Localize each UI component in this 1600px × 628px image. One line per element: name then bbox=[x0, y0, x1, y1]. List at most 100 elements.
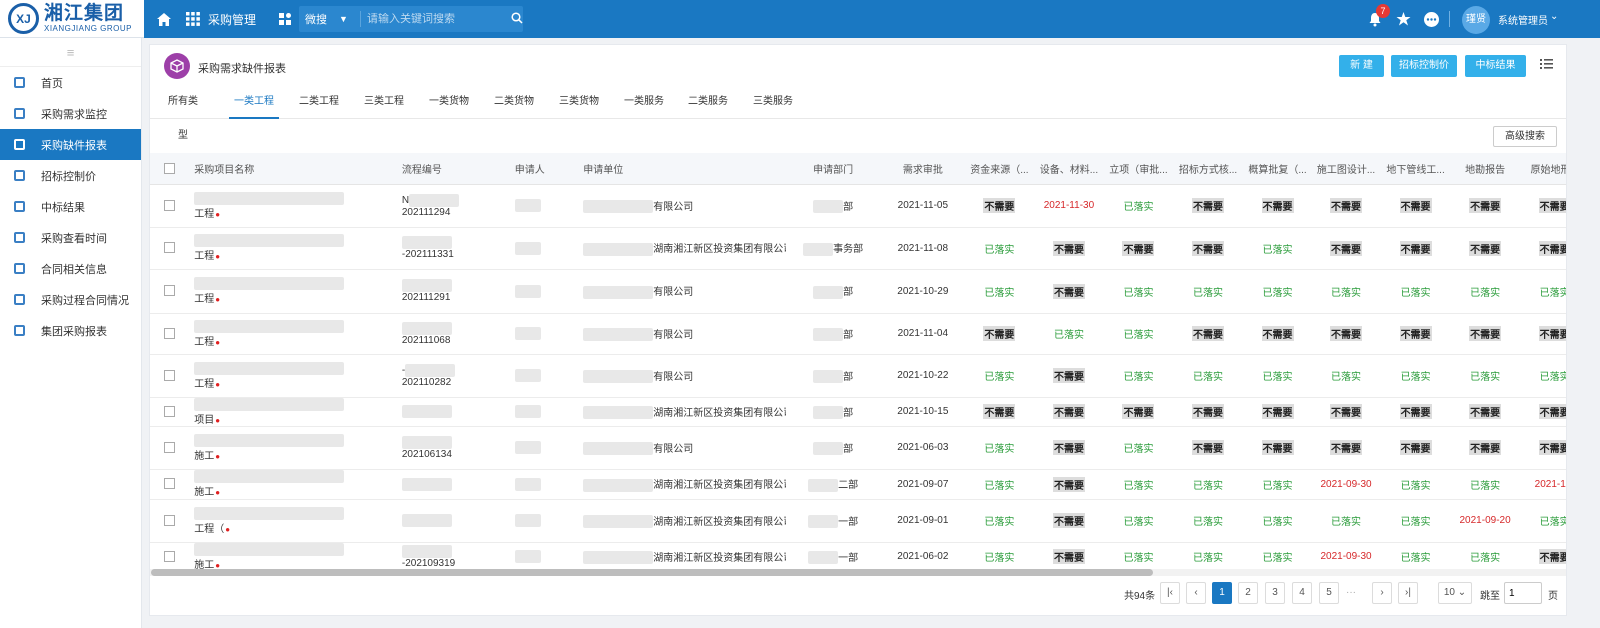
table-row[interactable]: 工程（● 湖南湘江新区投资集团有限公司 一部 2021-09-01 已落实 不需要 已落实已… bbox=[150, 499, 1566, 543]
tab[interactable]: 二类工程 bbox=[299, 96, 339, 107]
row-checkbox[interactable] bbox=[150, 469, 189, 500]
tab[interactable]: 三类货物 bbox=[559, 96, 599, 107]
column-header[interactable]: 概算批复（... bbox=[1243, 153, 1312, 185]
search-scope-select[interactable]: 微搜 ▼ bbox=[299, 11, 361, 27]
column-header[interactable]: 地下管线工... bbox=[1380, 153, 1451, 185]
column-header[interactable]: 申请部门 bbox=[785, 153, 881, 185]
tab[interactable]: 二类货物 bbox=[494, 96, 534, 107]
status-cell: 不需要 bbox=[965, 397, 1034, 427]
page-5-button[interactable]: 5 bbox=[1319, 582, 1339, 604]
tab[interactable]: 一类工程 bbox=[229, 85, 279, 119]
page-3-button[interactable]: 3 bbox=[1265, 582, 1285, 604]
column-header[interactable]: 立项（审批... bbox=[1104, 153, 1173, 185]
row-checkbox[interactable] bbox=[150, 269, 189, 314]
project-name-cell[interactable]: 工程● bbox=[188, 313, 396, 355]
status-cell: 2021-09-20 bbox=[1450, 499, 1520, 543]
project-name-cell[interactable]: 工程● bbox=[188, 354, 396, 398]
column-header[interactable]: 申请人 bbox=[508, 153, 578, 185]
table-row[interactable]: 工程● 202111291 有限公司部 2021-10-29 已落实 不需要 已落实 已落实已… bbox=[150, 269, 1566, 314]
tab[interactable]: 一类货物 bbox=[429, 96, 469, 107]
avatar[interactable]: 瑾贤 bbox=[1462, 6, 1490, 34]
user-menu-chevron-icon[interactable]: ⌄ bbox=[1550, 11, 1559, 22]
table-row[interactable]: 项目● 湖南湘江新区投资集团有限公司部 2021-10-15 不需要 不需要 不需要 不需要… bbox=[150, 397, 1566, 427]
project-name-cell[interactable]: 项目● bbox=[188, 397, 396, 427]
sidebar-item[interactable]: 采购查看时间 bbox=[0, 222, 141, 253]
row-checkbox[interactable] bbox=[150, 313, 189, 355]
sidebar-item[interactable]: 采购过程合同情况 bbox=[0, 284, 141, 315]
project-name-cell[interactable]: 工程● bbox=[188, 184, 396, 228]
project-name-cell[interactable]: 工程● bbox=[188, 227, 396, 270]
sidebar-item[interactable]: 首页 bbox=[0, 67, 141, 98]
user-name[interactable]: 系统管理员 bbox=[1498, 16, 1548, 27]
horizontal-scrollbar[interactable] bbox=[150, 569, 1566, 576]
table-row[interactable]: 施工● -202109319 湖南湘江新区投资集团有限公司 一部 2021-06-02 已… bbox=[150, 542, 1566, 572]
tab[interactable]: 三类工程 bbox=[364, 96, 404, 107]
page-1-button[interactable]: 1 bbox=[1212, 582, 1232, 604]
sidebar-item[interactable]: 采购缺件报表 bbox=[0, 129, 141, 160]
next-page-button[interactable]: › bbox=[1372, 582, 1392, 604]
apps-grid-icon[interactable] bbox=[186, 0, 200, 38]
row-checkbox[interactable] bbox=[150, 354, 189, 398]
tab[interactable]: 二类服务 bbox=[688, 96, 728, 107]
column-header[interactable]: 原始地形... bbox=[1519, 153, 1566, 185]
project-name-cell[interactable]: 施工● bbox=[188, 542, 396, 572]
list-view-icon[interactable] bbox=[1540, 58, 1553, 73]
advanced-search-button[interactable]: 高级搜索 bbox=[1493, 126, 1557, 147]
page-2-button[interactable]: 2 bbox=[1238, 582, 1258, 604]
sidebar-collapse-toggle[interactable]: ≡ bbox=[0, 38, 141, 67]
select-all-checkbox[interactable] bbox=[150, 153, 189, 185]
column-header[interactable]: 需求审批 bbox=[880, 153, 966, 185]
row-checkbox[interactable] bbox=[150, 426, 189, 470]
sidebar-item[interactable]: 招标控制价 bbox=[0, 160, 141, 191]
table-row[interactable]: 施工● 湖南湘江新区投资集团有限公司 二部 2021-09-07 已落实 不需要 已落实 已落… bbox=[150, 469, 1566, 500]
bid-control-price-button[interactable]: 招标控制价 bbox=[1391, 55, 1457, 77]
first-page-button[interactable]: |‹ bbox=[1160, 582, 1180, 604]
project-name-cell[interactable]: 工程（● bbox=[188, 499, 396, 543]
table-row[interactable]: 工程● -202110282 有限公司部 2021-10-22 已落实 不需要 已落实 已落实… bbox=[150, 354, 1566, 398]
project-name-cell[interactable]: 施工● bbox=[188, 426, 396, 470]
last-page-button[interactable]: ›| bbox=[1398, 582, 1418, 604]
sidebar-item[interactable]: 采购需求监控 bbox=[0, 98, 141, 129]
project-name-cell[interactable]: 施工● bbox=[188, 469, 396, 500]
status-cell: 已落实 bbox=[1519, 269, 1566, 314]
row-checkbox[interactable] bbox=[150, 397, 189, 427]
column-header[interactable]: 设备、材料... bbox=[1033, 153, 1105, 185]
dashboard-icon[interactable] bbox=[279, 0, 291, 38]
table-row[interactable]: 工程● 202111068 有限公司部 2021-11-04 不需要 已落实 已落实 不需要不… bbox=[150, 313, 1566, 355]
goto-page-input[interactable] bbox=[1504, 582, 1542, 604]
more-options-icon[interactable] bbox=[1424, 0, 1439, 38]
table-row[interactable]: 工程● -202111331 湖南湘江新区投资集团有限公司 事务部 2021-11-08… bbox=[150, 227, 1566, 270]
prev-page-button[interactable]: ‹ bbox=[1186, 582, 1206, 604]
column-header[interactable]: 采购项目名称 bbox=[188, 153, 396, 185]
star-icon[interactable] bbox=[1396, 0, 1411, 38]
table-row[interactable]: 工程● N 202111294 有限公司部 2021-11-05 不需要 2021-11-3… bbox=[150, 184, 1566, 228]
module-title[interactable]: 采购管理 bbox=[208, 13, 257, 27]
home-icon[interactable] bbox=[157, 0, 171, 38]
row-checkbox[interactable] bbox=[150, 227, 189, 270]
tab[interactable]: 一类服务 bbox=[624, 96, 664, 107]
row-checkbox[interactable] bbox=[150, 499, 189, 543]
company-logo[interactable]: XJ 湘江集团 XIANGJIANG GROUP bbox=[0, 0, 144, 38]
column-header[interactable]: 资金来源（... bbox=[965, 153, 1034, 185]
search-input[interactable] bbox=[367, 13, 507, 25]
tab[interactable]: 所有类型 bbox=[168, 96, 198, 141]
search-icon[interactable] bbox=[511, 11, 523, 27]
table-row[interactable]: 施工● 202106134 有限公司部 2021-06-03 已落实 不需要 已落实 不需要不… bbox=[150, 426, 1566, 470]
page-4-button[interactable]: 4 bbox=[1292, 582, 1312, 604]
column-header[interactable]: 地勘报告 bbox=[1450, 153, 1520, 185]
row-checkbox[interactable] bbox=[150, 542, 189, 572]
tab[interactable]: 三类服务 bbox=[753, 96, 793, 107]
new-button[interactable]: 新 建 bbox=[1339, 55, 1384, 77]
sidebar-item[interactable]: 集团采购报表 bbox=[0, 315, 141, 346]
bid-result-button[interactable]: 中标结果 bbox=[1465, 55, 1526, 77]
project-name-cell[interactable]: 工程● bbox=[188, 269, 396, 314]
scrollbar-thumb[interactable] bbox=[151, 569, 1153, 576]
column-header[interactable]: 申请单位 bbox=[577, 153, 786, 185]
row-checkbox[interactable] bbox=[150, 184, 189, 228]
sidebar-item[interactable]: 合同相关信息 bbox=[0, 253, 141, 284]
column-header[interactable]: 招标方式核... bbox=[1172, 153, 1244, 185]
column-header[interactable]: 施工图设计... bbox=[1311, 153, 1381, 185]
per-page-select[interactable]: 10 ⌄ bbox=[1438, 582, 1472, 604]
sidebar-item[interactable]: 中标结果 bbox=[0, 191, 141, 222]
column-header[interactable]: 流程编号 bbox=[395, 153, 509, 185]
